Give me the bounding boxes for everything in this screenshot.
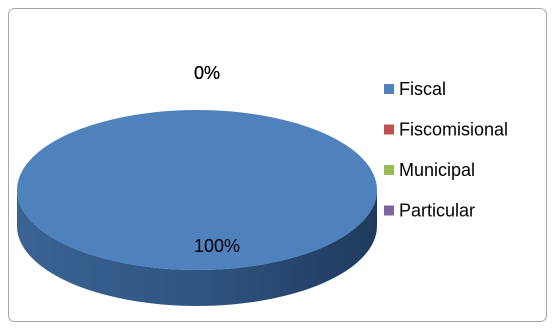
data-label: 0% [194, 63, 220, 83]
legend-label: Particular [399, 200, 475, 220]
legend-label: Municipal [399, 160, 475, 180]
legend-swatch [384, 84, 394, 94]
legend-label: Fiscal [399, 79, 446, 99]
legend-swatch [384, 205, 394, 216]
legend-swatch [384, 124, 394, 135]
legend-swatch [384, 165, 394, 175]
data-label: 0% [194, 63, 220, 83]
pie-side [17, 190, 377, 306]
pie-slice [17, 110, 377, 270]
legend-label: Fiscomisional [399, 119, 508, 139]
data-label: 0% [194, 63, 220, 83]
data-label: 100% [194, 236, 240, 256]
